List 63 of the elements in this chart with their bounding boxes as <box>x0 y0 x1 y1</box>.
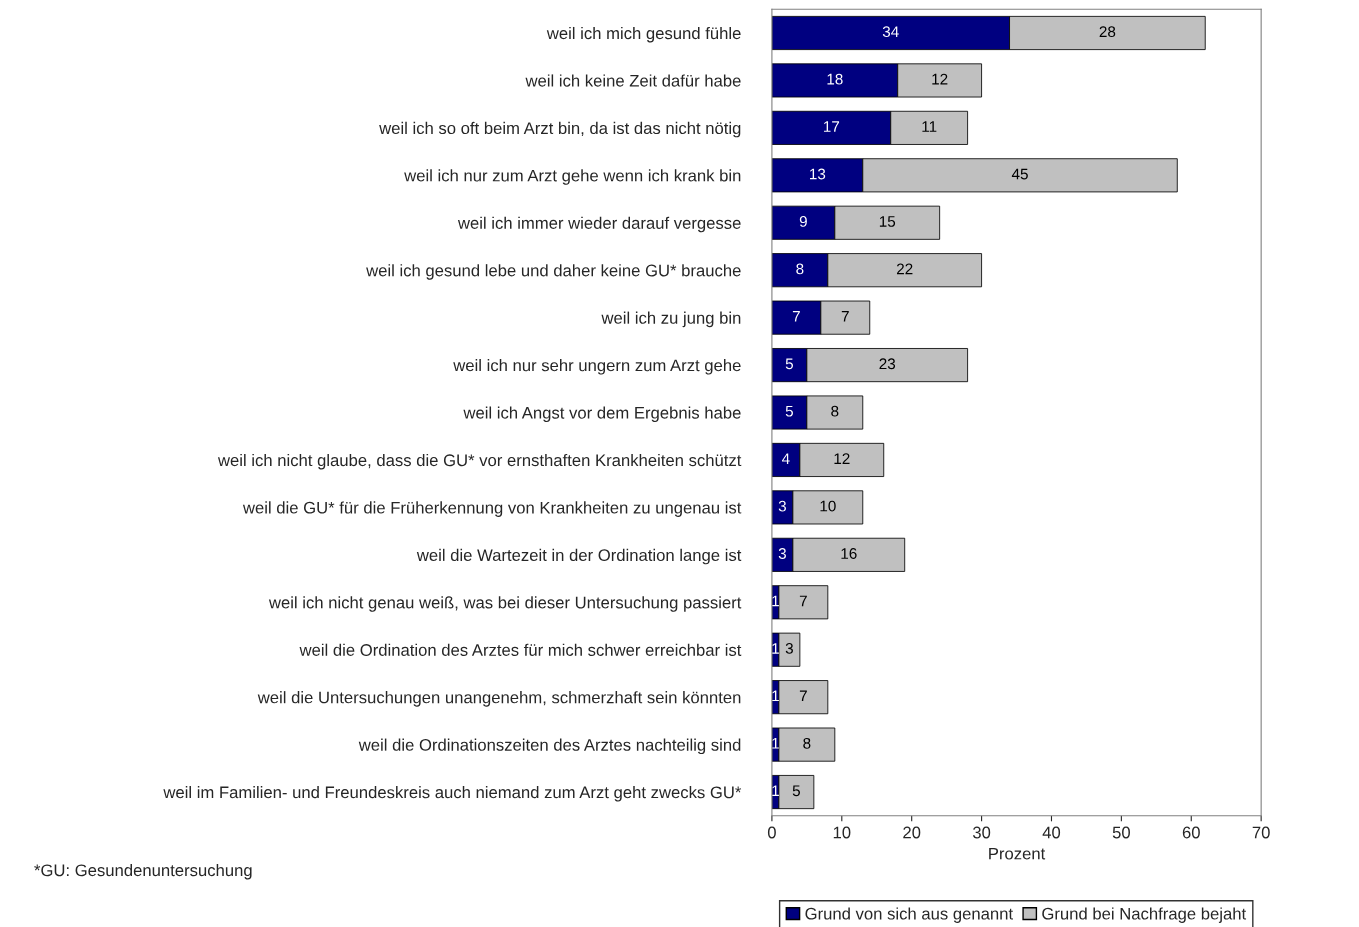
data-label: 22 <box>896 263 913 275</box>
data-label: 12 <box>834 453 850 464</box>
x-tick-label: 30 <box>972 826 991 839</box>
data-label: 1 <box>772 738 779 749</box>
data-label: 18 <box>827 73 843 85</box>
y-tick-label: weil ich nicht genau weiß, was bei dieser Untersuchung passiert <box>268 596 742 612</box>
data-label: 15 <box>879 216 896 227</box>
y-tick-label: weil die Ordinationszeiten des Arztes nachteilig sind <box>358 738 741 755</box>
x-tick-label: 60 <box>1182 826 1200 839</box>
x-tick-label: 10 <box>833 826 851 839</box>
y-tick-label: weil ich zu jung bin <box>601 311 741 328</box>
data-label: 34 <box>882 26 899 38</box>
data-label: 1 <box>772 785 779 796</box>
data-label: 3 <box>785 643 793 654</box>
x-axis-title: Prozent <box>989 847 1046 860</box>
legend-label: Grund bei Nachfrage bejaht <box>1042 907 1247 923</box>
y-tick-label: weil ich so oft beim Arzt bin, da ist das nicht nötig <box>379 121 741 138</box>
data-label: 4 <box>781 453 790 464</box>
data-label: 7 <box>799 595 807 607</box>
data-label: 8 <box>796 263 804 275</box>
y-tick-label: weil ich immer wieder darauf vergesse <box>457 216 741 233</box>
x-tick-label: 40 <box>1042 826 1061 839</box>
data-label: 10 <box>820 500 836 512</box>
data-label: 7 <box>792 311 800 322</box>
y-tick-label: weil ich gesund lebe und daher keine GU* brauche <box>366 264 741 280</box>
data-label: 1 <box>772 690 779 702</box>
x-tick-label: 70 <box>1252 826 1270 839</box>
x-tick-label: 50 <box>1112 826 1130 839</box>
data-label: 5 <box>792 785 800 797</box>
data-label: 1 <box>772 643 779 654</box>
x-tick-label: 0 <box>767 826 776 839</box>
text: *GU: Gesundenuntersuchung <box>34 863 252 880</box>
data-label: 23 <box>879 358 896 370</box>
y-tick-label: weil ich mich gesund fühle <box>546 26 741 43</box>
data-label: 28 <box>1099 26 1116 38</box>
data-label: 8 <box>803 737 811 749</box>
y-tick-label: weil ich nur zum Arzt gehe wenn ich krank bin <box>404 169 741 185</box>
data-label: 1 <box>772 595 779 607</box>
y-tick-label: weil ich nicht glaube, dass die GU* vor ernsthaften Krankheiten schützt <box>217 453 742 470</box>
legend-label: Grund von sich aus genannt <box>805 907 1013 923</box>
data-label: 45 <box>1011 168 1028 180</box>
y-tick-label: weil ich nur sehr ungern zum Arzt gehe <box>453 359 741 375</box>
data-label: 12 <box>932 73 948 85</box>
y-tick-label: weil im Familien- und Freundeskreis auch niemand zum Arzt geht zwecks GU* <box>163 786 742 802</box>
data-label: 3 <box>778 548 786 559</box>
data-label: 9 <box>799 216 807 227</box>
y-tick-label: weil die Ordination des Arztes für mich schwer erreichbar ist <box>299 643 742 656</box>
data-label: 16 <box>841 548 857 559</box>
data-label: 7 <box>799 690 807 702</box>
data-label: 13 <box>810 168 826 180</box>
y-tick-label: weil ich keine Zeit dafür habe <box>525 74 741 87</box>
y-tick-label: weil die Untersuchungen unangenehm, schmerzhaft sein könnten <box>257 691 741 707</box>
data-label: 5 <box>785 358 793 370</box>
data-label: 5 <box>785 405 793 417</box>
data-label: 3 <box>778 500 786 512</box>
data-label: 8 <box>831 405 839 417</box>
y-tick-label: weil die Wartezeit in der Ordination lange ist <box>416 548 742 565</box>
y-tick-label: weil ich Angst vor dem Ergebnis habe <box>463 406 741 423</box>
data-label: 7 <box>841 311 849 322</box>
data-label: 11 <box>922 121 937 132</box>
y-tick-label: weil die GU* für die Früherkennung von Krankheiten zu ungenau ist <box>242 501 742 517</box>
x-tick-label: 20 <box>903 826 921 839</box>
data-label: 17 <box>823 121 840 132</box>
